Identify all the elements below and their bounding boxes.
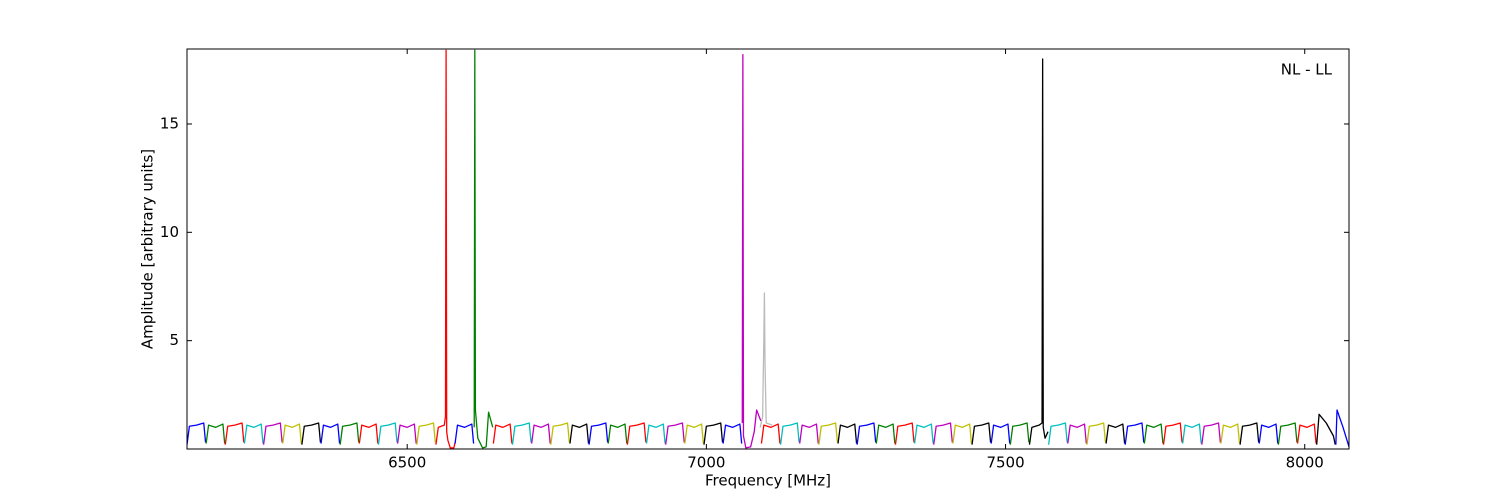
x-axis-label: Frequency [MHz] [705,472,831,490]
spectrum-line [741,53,762,449]
spectrum-line [396,423,417,444]
spectrum-line [1009,422,1030,445]
spectrum-line [511,422,532,445]
spectrum-line [1162,422,1183,445]
spectrum-line [531,423,551,444]
spectrum-line [1201,422,1221,445]
x-tick-label: 6500 [388,454,426,472]
x-tick-label: 7000 [687,454,725,472]
y-tick-label: 5 [169,331,179,349]
annotation: NL - LL [1281,61,1333,79]
spectrum-line [875,423,896,444]
spectrum-line [1028,58,1049,445]
spectrum-line [1047,422,1068,445]
y-tick-label: 10 [160,223,179,241]
spectrum-line [933,422,953,445]
spectrum-line [856,422,877,445]
y-tick-label: 15 [160,114,179,132]
spectrum-line [645,423,666,444]
spectrum-line [626,422,647,445]
spectrum-line [1086,422,1107,445]
spectrum-line [1335,409,1349,448]
spectrum-line [818,422,839,445]
spectrum-line [607,423,628,444]
spectrum-line [1105,423,1126,444]
spectrum-line [473,49,494,449]
spectrum-line [339,422,360,445]
spectrum-line [952,423,973,444]
spectrum-line [990,423,1011,444]
spectrum-line [1316,413,1336,445]
spectrum-line [262,422,283,445]
spectrum-line [550,422,570,445]
spectrum-line [205,423,226,444]
spectrum-line [1258,423,1279,444]
spectrum-line [416,422,436,445]
spectrum-line [837,423,858,444]
spectrum-line [760,423,781,444]
spectrum-line [435,49,456,449]
spectrum-line [320,423,341,444]
spectrum-line [243,423,264,444]
spectrum-line [1239,422,1260,445]
spectrum-line [684,423,705,444]
spectrum-line [722,423,743,444]
spectrum-line [224,422,245,445]
spectrum-line [569,423,590,444]
spectrum-line [1220,423,1241,444]
spectrum-line [1143,423,1164,444]
spectrum-line [665,422,685,445]
plot-frame [186,48,1350,450]
y-axis-label: Amplitude [arbitrary units] [139,149,157,349]
spectrum-line [779,422,800,445]
spectrum-line [1296,423,1317,444]
spectrum-line [913,423,934,444]
spectrum-line [358,423,379,444]
spectrum-line [492,423,513,444]
spectrum-line [1124,422,1145,445]
spectrum-line [187,422,207,445]
spectrum-line [301,422,322,445]
spectrum-line [588,422,609,445]
spectrum-line [971,422,992,445]
spectrum-line [1182,423,1202,444]
spectrum-line [759,292,773,428]
spectrum-line [282,423,302,444]
spectrum-line [894,422,915,445]
spectrum-line [703,422,724,445]
x-tick-label: 8000 [1286,454,1324,472]
spectrum-line [454,423,475,444]
x-tick-label: 7500 [986,454,1024,472]
spectrum-line [1067,423,1087,444]
plot-lines [187,49,1349,449]
spectrum-line [799,423,819,444]
spectrum-line [377,422,398,445]
spectrum-line [1277,422,1298,445]
